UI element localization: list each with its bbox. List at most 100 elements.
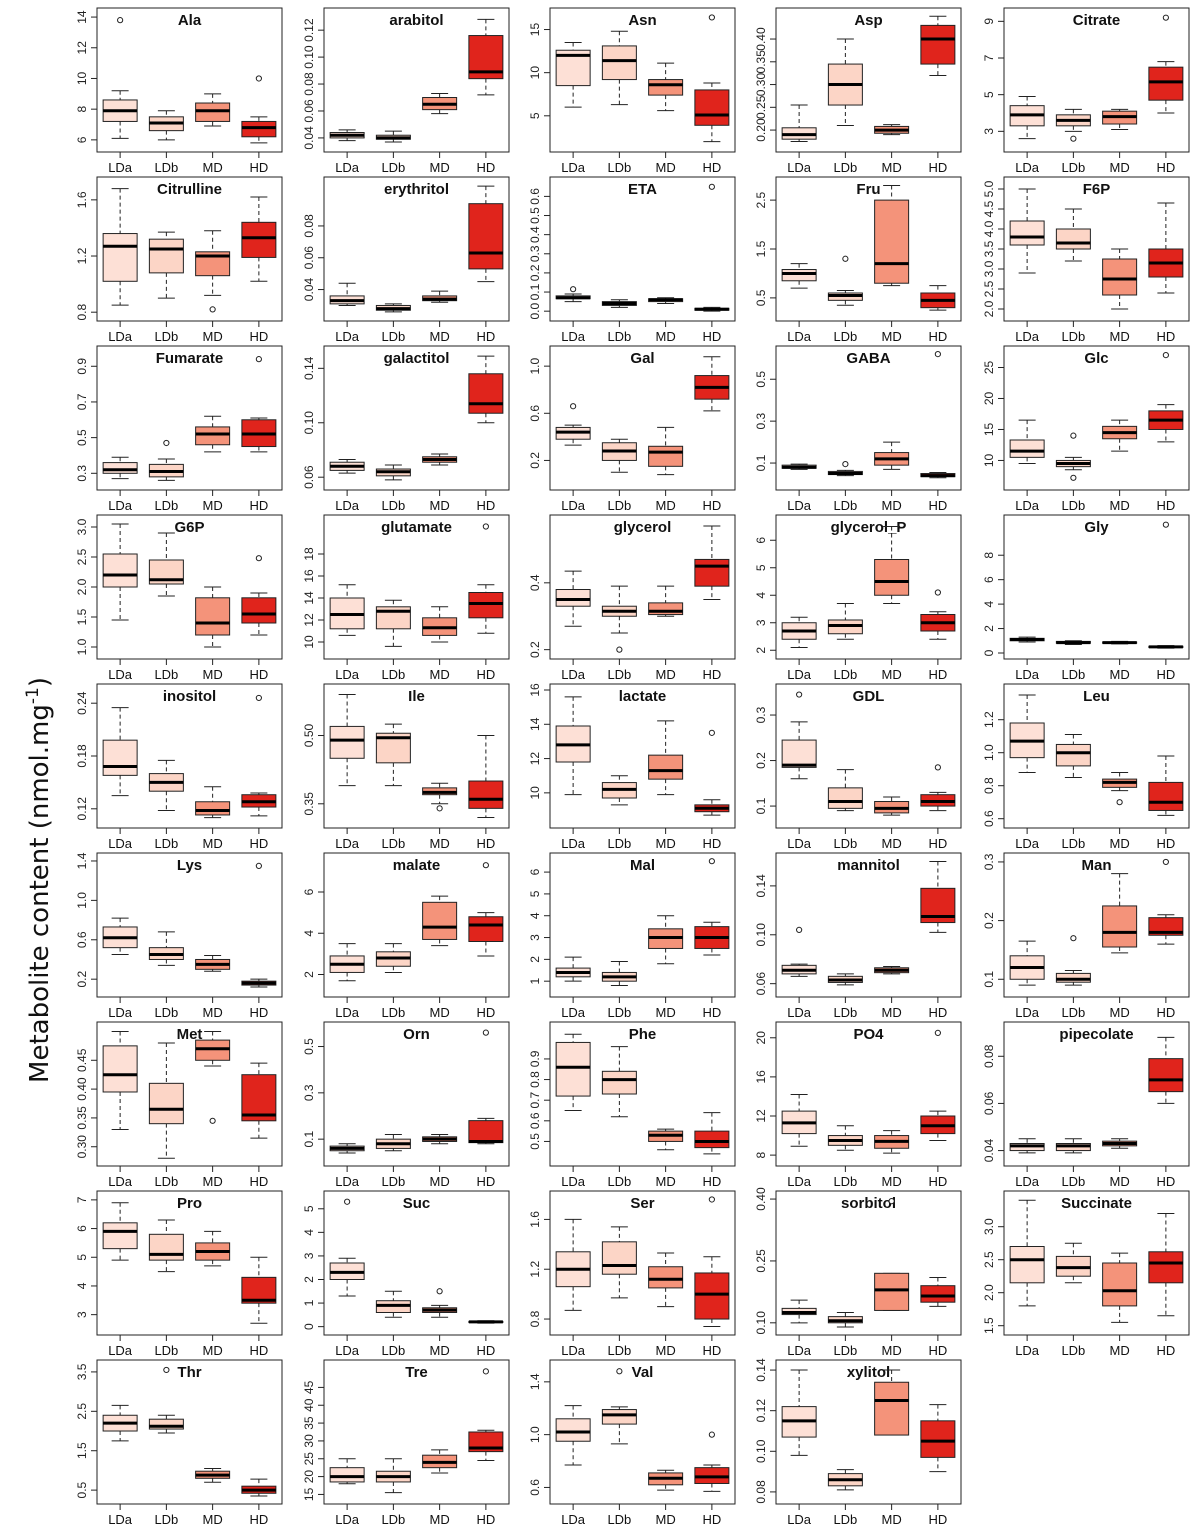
- y-tick-label: 20: [982, 391, 996, 405]
- box-lda: [555, 589, 591, 607]
- x-tick-label: MD: [656, 329, 676, 344]
- box-hd: [694, 558, 730, 587]
- y-tick-label: 3: [302, 1252, 316, 1259]
- x-tick-label: HD: [476, 667, 495, 682]
- x-tick-label: LDa: [108, 1343, 133, 1358]
- y-tick-label: 1.0: [982, 744, 996, 761]
- y-tick-label: 2.5: [75, 548, 89, 565]
- panel-title: F6P: [1083, 181, 1111, 198]
- box-lda: [102, 739, 138, 776]
- y-axis-title-main: Metabolite content (nmol.mg: [25, 704, 55, 1083]
- x-tick-label: LDa: [335, 836, 360, 851]
- y-tick-label: 0.08: [754, 1480, 768, 1504]
- box-md: [422, 901, 458, 940]
- plot-frame: [323, 1021, 510, 1167]
- y-tick-label: 0.2: [528, 641, 542, 658]
- x-tick-label: MD: [882, 1343, 902, 1358]
- x-tick-label: MD: [1110, 1343, 1130, 1358]
- y-tick-label: 1.5: [754, 240, 768, 257]
- outlier-point: [842, 460, 849, 468]
- outlier-point: [209, 306, 216, 313]
- y-tick-label: 0.12: [75, 797, 89, 821]
- outlier-point: [163, 439, 170, 447]
- box-md: [195, 426, 231, 446]
- outlier-point: [934, 764, 941, 771]
- y-tick-label: 18: [302, 547, 316, 561]
- y-tick-label: 0.6: [528, 405, 542, 422]
- x-tick-label: LDa: [108, 667, 133, 682]
- x-tick-label: MD: [882, 1174, 902, 1189]
- panel-po4: PO4 8 12 16 20 LDa LDb MD HD: [754, 1021, 962, 1189]
- x-tick-label: HD: [928, 836, 947, 851]
- panel-title: glycerol: [614, 519, 672, 536]
- box-ldb: [148, 1082, 184, 1125]
- y-axis-title-text: Metabolite content (nmol.mg-1): [23, 677, 55, 1083]
- x-tick-label: LDa: [1015, 160, 1040, 175]
- x-tick-label: LDa: [108, 1005, 133, 1020]
- box-hd: [694, 1272, 730, 1320]
- outlier-point: [570, 403, 577, 410]
- panel-pipecolate: pipecolate 0.04 0.06 0.08 LDa LDb MD HD: [982, 1021, 1190, 1189]
- x-tick-label: LDa: [561, 667, 586, 682]
- x-tick-label: HD: [476, 1005, 495, 1020]
- panel-title: ETA: [628, 181, 657, 198]
- box-md: [195, 597, 231, 636]
- box-hd: [1148, 66, 1184, 101]
- y-tick-label: 3.0: [75, 518, 89, 535]
- box-hd: [468, 203, 504, 270]
- y-tick-label: 12: [754, 1109, 768, 1123]
- x-tick-label: HD: [1156, 667, 1175, 682]
- x-tick-label: HD: [249, 160, 268, 175]
- y-tick-label: 1.2: [75, 247, 89, 264]
- y-tick-label: 4: [302, 1229, 316, 1236]
- outlier-point: [436, 1288, 443, 1295]
- y-tick-label: 4: [528, 912, 542, 919]
- plot-frame: [96, 345, 283, 491]
- x-tick-label: LDa: [335, 1174, 360, 1189]
- x-tick-label: HD: [476, 1174, 495, 1189]
- y-tick-label: 0.06: [302, 99, 316, 123]
- y-tick-label: 2: [754, 647, 768, 654]
- plot-frame: [1003, 683, 1190, 829]
- panel-orn: Orn 0.1 0.3 0.5 LDa LDb MD HD: [302, 1021, 510, 1189]
- x-tick-label: LDb: [833, 1005, 857, 1020]
- x-tick-label: HD: [928, 1512, 947, 1527]
- x-tick-label: LDb: [607, 1005, 631, 1020]
- panel-title: Val: [632, 1364, 654, 1381]
- panel-fumarate: Fumarate 0.3 0.5 0.7 0.9 LDa LDb MD HD: [75, 345, 283, 513]
- plot-frame: [549, 683, 736, 829]
- panel-inositol: inositol 0.12 0.18 0.24 LDa LDb MD HD: [75, 683, 283, 851]
- box-hd: [920, 1420, 956, 1458]
- x-tick-label: MD: [656, 836, 676, 851]
- x-tick-label: HD: [702, 1005, 721, 1020]
- box-hd: [920, 24, 956, 65]
- x-tick-label: MD: [1110, 1174, 1130, 1189]
- y-tick-label: 8: [982, 552, 996, 559]
- plot-frame: [549, 7, 736, 153]
- x-tick-label: LDa: [787, 329, 812, 344]
- y-tick-label: 0.10: [754, 923, 768, 947]
- x-tick-label: LDb: [381, 836, 405, 851]
- plot-frame: [323, 683, 510, 829]
- y-tick-label: 25: [302, 1452, 316, 1466]
- panel-title: mannitol: [837, 857, 900, 874]
- y-tick-label: 0.06: [302, 465, 316, 489]
- y-tick-label: 0.45: [75, 1048, 89, 1072]
- x-tick-label: MD: [1110, 1005, 1130, 1020]
- y-tick-label: 0.18: [75, 744, 89, 768]
- plot-frame: [549, 1359, 736, 1505]
- panel-title: Pro: [177, 1195, 202, 1212]
- outlier-point: [1070, 432, 1077, 439]
- x-tick-label: LDb: [381, 1005, 405, 1020]
- panel-title: Suc: [403, 1195, 431, 1212]
- outlier-point: [1162, 521, 1169, 528]
- y-tick-label: 20: [302, 1470, 316, 1484]
- outlier-point: [482, 862, 489, 869]
- box-lda: [1009, 439, 1045, 458]
- x-tick-label: LDa: [561, 329, 586, 344]
- x-tick-label: LDb: [607, 498, 631, 513]
- x-tick-label: MD: [203, 1005, 223, 1020]
- y-tick-label: 3.0: [982, 260, 996, 277]
- y-tick-label: 16: [754, 1070, 768, 1084]
- y-tick-label: 0.20: [754, 118, 768, 142]
